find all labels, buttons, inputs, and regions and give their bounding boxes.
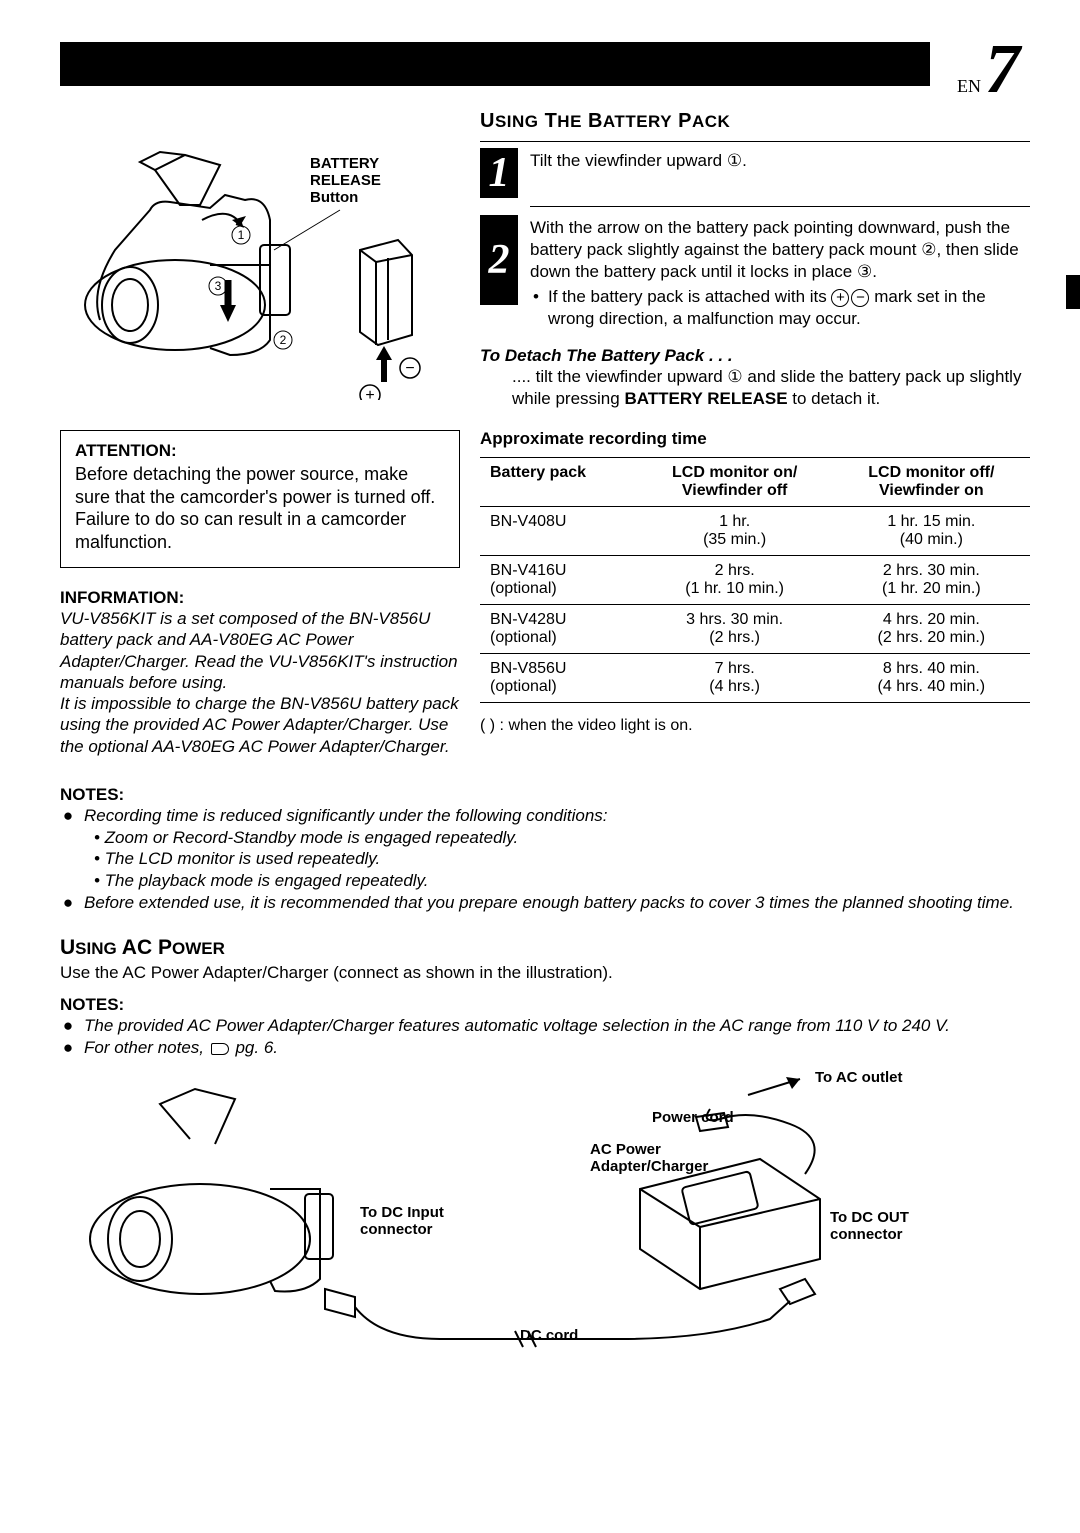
step-1-body: Tilt the viewfinder upward ①.: [530, 148, 1030, 198]
ac-power-title: USING AC POWER: [60, 936, 1030, 960]
attention-box: ATTENTION: Before detaching the power so…: [60, 430, 460, 568]
table-footnote: ( ) : when the video light is on.: [480, 717, 1030, 735]
ac-power-body: Use the AC Power Adapter/Charger (connec…: [60, 962, 1030, 984]
to-ac-outlet-label: To AC outlet: [815, 1069, 902, 1086]
table-row: BN-V428U(optional)3 hrs. 30 min.(2 hrs.)…: [480, 605, 1030, 654]
table-row: BN-V856U(optional)7 hrs.(4 hrs.)8 hrs. 4…: [480, 654, 1030, 703]
page-ref-icon: [211, 1043, 229, 1055]
page-number: EN 7: [957, 30, 1020, 110]
detach-title: To Detach The Battery Pack . . .: [480, 346, 1030, 366]
table-row: BN-V408U1 hr.(35 min.)1 hr. 15 min.(40 m…: [480, 507, 1030, 556]
dc-cord-label: DC cord: [520, 1327, 578, 1344]
page-num: 7: [985, 30, 1020, 110]
information-section: INFORMATION: VU-V856KIT is a set compose…: [60, 588, 460, 757]
ac-notes-title: NOTES:: [60, 995, 1030, 1015]
header-bar: [60, 42, 930, 86]
th-lcd-off: LCD monitor off/Viewfinder on: [833, 458, 1030, 507]
battery-illustration: 1 2 3: [60, 110, 430, 400]
lang-label: EN: [957, 76, 981, 97]
svg-text:+: +: [365, 387, 374, 400]
ac-adapter-label: AC PowerAdapter/Charger: [590, 1141, 708, 1175]
edge-tab: [1066, 275, 1080, 309]
table-row: BN-V416U(optional)2 hrs.(1 hr. 10 min.)2…: [480, 556, 1030, 605]
step-2: 2 With the arrow on the battery pack poi…: [480, 215, 1030, 330]
dc-out-label: To DC OUTconnector: [830, 1209, 909, 1243]
step-number-1: 1: [480, 148, 518, 198]
step-number-2: 2: [480, 215, 518, 305]
svg-text:3: 3: [215, 279, 222, 293]
table-caption: Approximate recording time: [480, 429, 1030, 449]
battery-release-label: BATTERY RELEASE Button: [310, 155, 430, 206]
information-title: INFORMATION:: [60, 588, 460, 608]
information-body: VU-V856KIT is a set composed of the BN-V…: [60, 608, 460, 757]
ac-notes-section: NOTES: ●The provided AC Power Adapter/Ch…: [60, 995, 1030, 1059]
attention-title: ATTENTION:: [75, 441, 445, 461]
notes-section: NOTES: ●Recording time is reduced signif…: [60, 785, 1030, 914]
step-1: 1 Tilt the viewfinder upward ①.: [480, 148, 1030, 198]
svg-text:1: 1: [238, 228, 245, 242]
plus-minus-icon: +−: [831, 289, 869, 307]
attention-body: Before detaching the power source, make …: [75, 463, 445, 553]
notes-title: NOTES:: [60, 785, 1030, 805]
th-battery: Battery pack: [480, 458, 637, 507]
svg-text:−: −: [405, 360, 414, 377]
battery-section-title: USING THE BATTERY PACK: [480, 110, 1030, 133]
power-cord-label: Power cord: [652, 1109, 734, 1126]
dc-input-label: To DC Inputconnector: [360, 1204, 444, 1238]
th-lcd-on: LCD monitor on/Viewfinder off: [637, 458, 833, 507]
svg-text:2: 2: [280, 333, 287, 347]
detach-body: .... tilt the viewfinder upward ① and sl…: [480, 366, 1030, 410]
recording-time-table: Battery pack LCD monitor on/Viewfinder o…: [480, 457, 1030, 703]
step-2-body: With the arrow on the battery pack point…: [530, 215, 1030, 330]
ac-illustration: To AC outlet Power cord AC PowerAdapter/…: [60, 1069, 980, 1359]
